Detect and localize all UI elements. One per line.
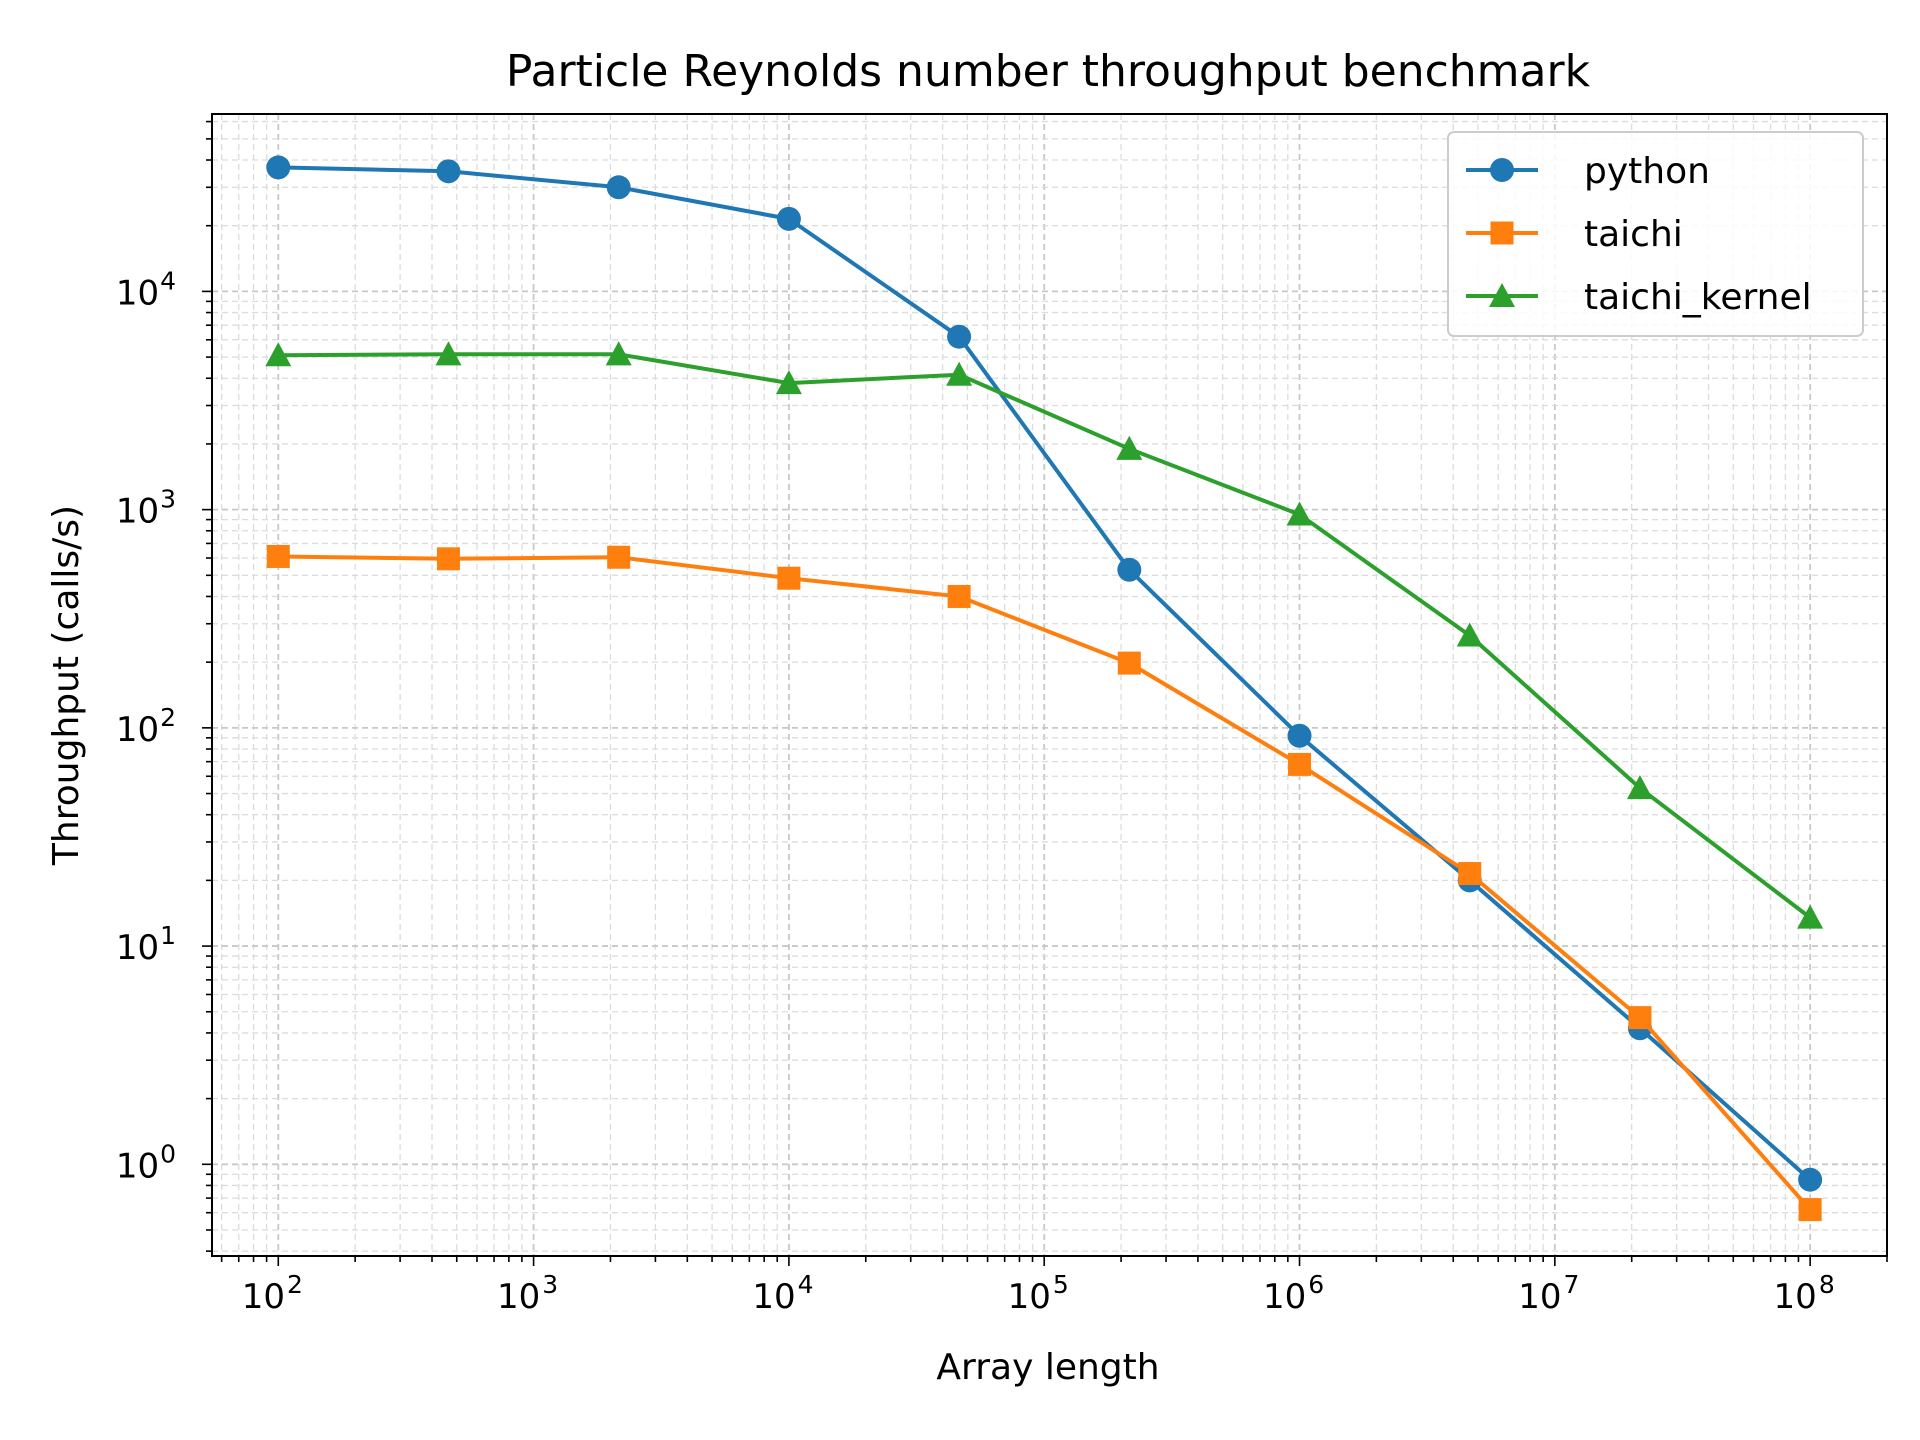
data-point-taichi_kernel bbox=[605, 341, 632, 366]
data-point-taichi_kernel bbox=[1286, 501, 1313, 526]
data-point-taichi_kernel bbox=[1797, 904, 1824, 929]
legend-marker bbox=[1490, 221, 1514, 245]
series-line-taichi bbox=[276, 554, 1813, 1212]
data-point-python bbox=[266, 155, 291, 180]
data-point-python bbox=[1287, 723, 1312, 748]
x-axis-label: Array length bbox=[936, 1347, 1159, 1388]
y-tick-label: 102 bbox=[116, 703, 176, 750]
x-tick-exponent: 3 bbox=[542, 1270, 558, 1299]
data-point-taichi_kernel bbox=[435, 341, 462, 366]
series-line-python bbox=[276, 165, 1813, 1182]
data-point-taichi_kernel bbox=[1626, 775, 1653, 800]
y-axis-label: Throughput (calls/s) bbox=[46, 505, 87, 866]
data-point-taichi_kernel bbox=[775, 370, 802, 395]
legend-label: taichi bbox=[1584, 214, 1683, 255]
data-point-taichi bbox=[1458, 862, 1482, 886]
data-point-taichi_kernel bbox=[946, 361, 973, 386]
data-point-taichi bbox=[947, 584, 971, 608]
data-point-taichi bbox=[607, 545, 631, 569]
data-point-python bbox=[947, 324, 972, 349]
y-tick-exponent: 1 bbox=[160, 921, 176, 950]
x-tick-exponent: 8 bbox=[1819, 1270, 1835, 1299]
x-tick-exponent: 7 bbox=[1564, 1270, 1580, 1299]
data-point-python bbox=[1798, 1167, 1823, 1192]
y-tick-exponent: 4 bbox=[160, 266, 176, 295]
legend-box bbox=[1447, 131, 1864, 337]
x-tick-exponent: 5 bbox=[1053, 1270, 1069, 1299]
plot-frame bbox=[211, 113, 1888, 1257]
legend-marker bbox=[1490, 158, 1514, 182]
data-point-python bbox=[436, 159, 461, 184]
legend-item: taichi_kernel bbox=[1466, 277, 1812, 318]
legend-label: taichi_kernel bbox=[1584, 277, 1812, 318]
x-tick-exponent: 6 bbox=[1308, 1270, 1324, 1299]
legend-item: python bbox=[1466, 151, 1710, 192]
x-tick-exponent: 4 bbox=[798, 1270, 814, 1299]
legend-item: taichi bbox=[1466, 214, 1683, 255]
data-point-taichi_kernel bbox=[265, 342, 292, 367]
series-line-taichi_kernel bbox=[276, 352, 1813, 920]
y-tick-exponent: 2 bbox=[160, 703, 176, 732]
data-point-taichi bbox=[1798, 1198, 1822, 1222]
y-tick-exponent: 3 bbox=[160, 485, 176, 514]
data-point-taichi bbox=[436, 547, 460, 571]
data-point-taichi bbox=[266, 544, 290, 568]
legend-marker bbox=[1489, 283, 1515, 308]
data-point-taichi bbox=[1117, 651, 1141, 675]
x-tick-exponent: 2 bbox=[287, 1270, 303, 1299]
data-point-python bbox=[776, 206, 801, 231]
data-point-taichi_kernel bbox=[1456, 622, 1483, 647]
series-taichi bbox=[266, 544, 1822, 1222]
series-taichi_kernel bbox=[265, 341, 1824, 929]
series-layer bbox=[265, 155, 1824, 1222]
data-point-taichi bbox=[777, 566, 801, 590]
legend-label: python bbox=[1584, 151, 1710, 192]
data-point-taichi_kernel bbox=[1116, 435, 1143, 460]
y-tick-exponent: 0 bbox=[160, 1139, 176, 1168]
data-point-python bbox=[606, 175, 631, 200]
data-point-taichi bbox=[1288, 752, 1312, 776]
legend: python taichi taichi_kernel bbox=[1447, 131, 1864, 337]
chart-title: Particle Reynolds number throughput benc… bbox=[506, 46, 1591, 97]
data-point-taichi bbox=[1628, 1006, 1652, 1030]
data-point-python bbox=[1117, 557, 1142, 582]
